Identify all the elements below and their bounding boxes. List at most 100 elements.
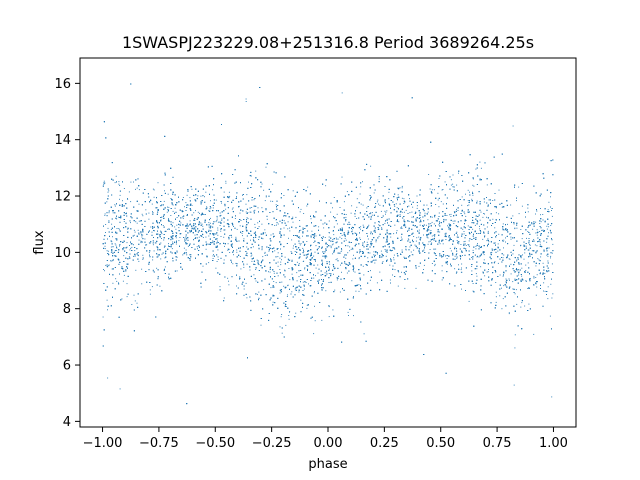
data-point — [138, 232, 140, 234]
data-point — [104, 270, 105, 272]
data-point — [302, 247, 304, 249]
data-point — [456, 257, 458, 259]
data-point — [535, 277, 537, 278]
data-point — [225, 208, 227, 210]
data-point — [539, 231, 541, 232]
data-point — [138, 189, 140, 191]
data-point — [197, 248, 198, 250]
data-point — [141, 268, 143, 270]
data-point — [280, 261, 282, 263]
data-point — [358, 257, 360, 259]
data-point — [190, 254, 192, 256]
data-point — [456, 236, 458, 238]
data-point — [105, 264, 107, 266]
data-point — [287, 228, 289, 230]
data-point — [128, 191, 130, 193]
data-point — [385, 213, 386, 215]
data-point — [239, 212, 241, 214]
data-point — [506, 230, 508, 231]
data-point — [510, 236, 512, 238]
data-point — [401, 226, 403, 228]
data-point — [227, 248, 229, 250]
data-point — [419, 224, 421, 226]
data-point — [497, 243, 499, 245]
data-point — [298, 263, 300, 265]
data-point — [299, 220, 301, 221]
data-point — [540, 214, 541, 216]
data-point — [277, 256, 279, 258]
data-point — [232, 207, 234, 209]
data-point — [544, 272, 546, 274]
data-point — [270, 200, 272, 202]
data-point — [277, 223, 279, 225]
data-point — [299, 236, 300, 238]
data-point — [535, 232, 537, 234]
data-point — [208, 226, 210, 228]
data-point — [299, 237, 301, 239]
data-point — [288, 237, 289, 239]
data-point — [458, 264, 459, 266]
data-point — [487, 230, 489, 232]
data-point — [465, 215, 467, 217]
data-point — [235, 236, 237, 238]
data-point — [337, 238, 339, 240]
data-point — [298, 291, 300, 293]
data-point — [508, 312, 510, 314]
data-point — [516, 259, 518, 261]
data-point — [269, 271, 271, 273]
data-point — [105, 224, 107, 225]
data-point — [363, 251, 364, 253]
data-point — [281, 259, 282, 261]
data-point — [379, 204, 381, 206]
data-point — [133, 181, 134, 183]
data-point — [547, 255, 549, 257]
data-point — [210, 217, 211, 219]
data-point — [454, 246, 456, 248]
data-point — [450, 213, 452, 215]
data-point — [205, 191, 207, 193]
data-point — [385, 241, 387, 243]
data-point — [164, 230, 166, 232]
data-point — [122, 242, 124, 243]
data-point — [239, 256, 241, 257]
data-point — [454, 255, 456, 257]
data-point — [299, 211, 301, 213]
data-point — [440, 201, 442, 203]
data-point — [219, 225, 221, 226]
data-point — [332, 253, 334, 255]
data-point — [118, 181, 120, 183]
data-point — [149, 289, 151, 291]
data-point — [467, 225, 469, 227]
data-point — [404, 224, 406, 226]
data-point — [287, 285, 289, 287]
data-point — [341, 234, 343, 236]
data-point — [549, 315, 551, 317]
data-point — [518, 271, 520, 273]
data-point — [345, 214, 347, 215]
data-point — [148, 252, 150, 254]
data-point — [427, 237, 429, 239]
data-point — [299, 244, 301, 246]
data-point — [503, 247, 504, 249]
data-point — [542, 214, 544, 215]
data-point — [502, 298, 504, 300]
data-point — [239, 225, 241, 227]
data-point — [386, 229, 388, 231]
data-point — [107, 227, 109, 229]
data-point — [535, 265, 537, 267]
data-point — [358, 284, 360, 286]
data-point — [415, 287, 417, 289]
data-point — [334, 289, 336, 291]
data-point — [547, 286, 549, 288]
data-point — [396, 230, 398, 232]
data-point — [387, 244, 388, 246]
data-point — [105, 232, 106, 233]
data-point — [505, 278, 507, 280]
data-point — [480, 167, 482, 169]
data-point — [350, 248, 352, 250]
data-point — [371, 260, 373, 262]
data-point — [149, 293, 151, 295]
data-point — [178, 227, 180, 229]
data-point — [463, 231, 465, 232]
data-point — [417, 230, 418, 232]
